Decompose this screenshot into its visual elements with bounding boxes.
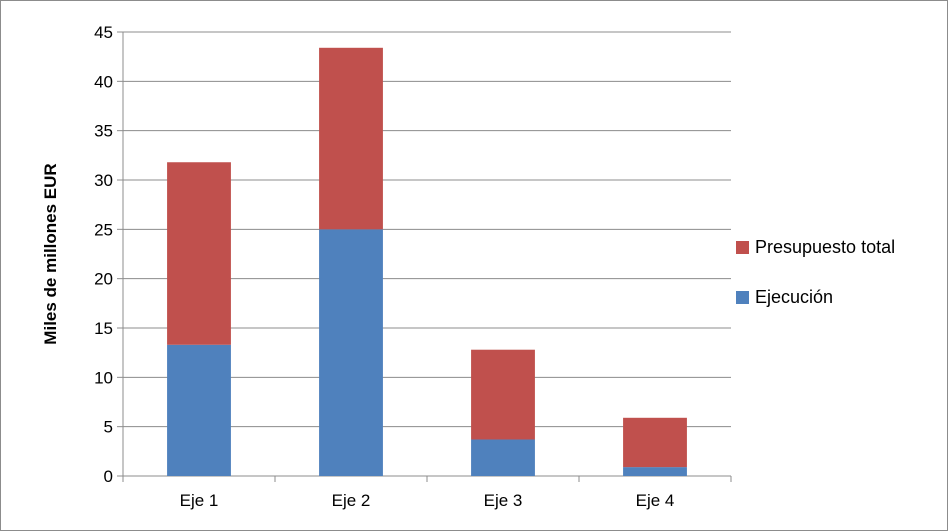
bar-ejecucion	[623, 467, 687, 476]
y-axis-title: Miles de millones EUR	[41, 163, 60, 344]
x-tick-label: Eje 3	[484, 491, 523, 510]
legend-swatch	[736, 241, 749, 254]
legend-label: Ejecución	[755, 287, 833, 307]
bar-presupuesto-total	[623, 417, 687, 468]
y-tick-label: 10	[94, 368, 113, 387]
y-tick-label: 15	[94, 319, 113, 338]
bar-presupuesto-total	[319, 47, 383, 230]
y-tick-label: 25	[94, 220, 113, 239]
x-tick-labels: Eje 1 Eje 2 Eje 3 Eje 4	[180, 491, 675, 510]
bar-ejecucion	[167, 344, 231, 476]
y-tick-label: 0	[104, 467, 113, 486]
x-tick-label: Eje 1	[180, 491, 219, 510]
y-tick-label: 30	[94, 171, 113, 190]
y-tick-label: 35	[94, 122, 113, 141]
bar-ejecucion	[471, 439, 535, 476]
y-tick-label: 20	[94, 270, 113, 289]
bar-ejecucion	[319, 229, 383, 476]
legend-label: Presupuesto total	[755, 237, 895, 257]
x-tick-label: Eje 2	[332, 491, 371, 510]
legend-swatch	[736, 291, 749, 304]
bar-presupuesto-total	[471, 349, 535, 440]
y-tick-label: 40	[94, 72, 113, 91]
legend: Presupuesto total Ejecución	[736, 237, 895, 307]
y-tick-label: 45	[94, 23, 113, 42]
y-tick-label: 5	[104, 418, 113, 437]
y-tick-labels: 0 5 10 15 20 25 30 35 40 45	[94, 23, 113, 486]
bars	[167, 47, 687, 476]
bar-presupuesto-total	[167, 162, 231, 345]
x-tick-label: Eje 4	[636, 491, 675, 510]
